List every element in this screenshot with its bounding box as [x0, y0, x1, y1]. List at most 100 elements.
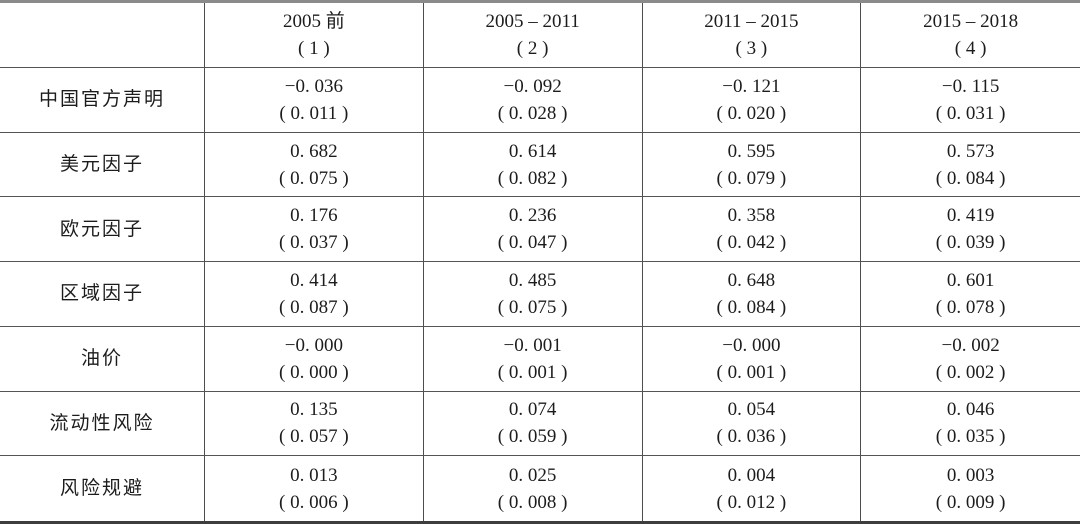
coef-value: 0. 595 — [727, 140, 776, 162]
column-header-3: 2011 – 2015 ( 3 ) — [642, 3, 862, 68]
table-cell: 0. 236 ( 0. 047 ) — [423, 197, 643, 263]
coef-value: −0. 000 — [284, 334, 343, 356]
std-error: ( 0. 001 ) — [716, 361, 787, 383]
column-header-2: 2005 – 2011 ( 2 ) — [423, 3, 643, 68]
std-error: ( 0. 035 ) — [935, 426, 1006, 448]
std-error: ( 0. 031 ) — [935, 102, 1006, 124]
coef-value: 0. 046 — [946, 399, 995, 421]
table-cell: 0. 176 ( 0. 037 ) — [205, 197, 424, 263]
std-error: ( 0. 057 ) — [279, 426, 349, 448]
table-cell: −0. 121 ( 0. 020 ) — [642, 68, 862, 133]
coef-value: −0. 001 — [503, 334, 562, 356]
table-cell: 0. 046 ( 0. 035 ) — [861, 392, 1080, 457]
table-cell: 0. 573 ( 0. 084 ) — [861, 133, 1080, 198]
row-label: 美元因子 — [0, 132, 205, 198]
table-cell: −0. 000 ( 0. 000 ) — [205, 326, 424, 392]
std-error: ( 0. 084 ) — [935, 167, 1006, 189]
coef-value: 0. 013 — [290, 464, 338, 486]
std-error: ( 0. 002 ) — [935, 361, 1006, 383]
std-error: ( 0. 059 ) — [497, 426, 568, 448]
std-error: ( 0. 001 ) — [497, 361, 568, 383]
std-error: ( 0. 078 ) — [935, 296, 1006, 318]
coef-value: 0. 074 — [508, 399, 557, 421]
column-number: ( 1 ) — [298, 38, 330, 59]
coef-value: 0. 414 — [290, 269, 338, 291]
std-error: ( 0. 087 ) — [279, 296, 349, 318]
coef-value: 0. 054 — [727, 399, 776, 421]
table-cell: 0. 135 ( 0. 057 ) — [205, 391, 424, 457]
coef-value: −0. 121 — [722, 75, 781, 97]
column-header-1: 2005 前 ( 1 ) — [205, 3, 424, 68]
coef-value: −0. 036 — [284, 75, 343, 97]
row-label: 区域因子 — [0, 262, 205, 327]
coef-value: 0. 236 — [508, 205, 557, 227]
column-period: 2015 – 2018 — [923, 11, 1019, 32]
table-cell: 0. 025 ( 0. 008 ) — [424, 456, 643, 521]
column-header-4: 2015 – 2018 ( 4 ) — [861, 3, 1080, 68]
coef-value: −0. 092 — [503, 75, 562, 97]
coef-value: 0. 135 — [290, 399, 338, 421]
column-number: ( 3 ) — [735, 38, 768, 59]
table-cell: 0. 595 ( 0. 079 ) — [642, 132, 862, 198]
coef-value: 0. 573 — [946, 140, 995, 162]
std-error: ( 0. 020 ) — [716, 102, 787, 124]
std-error: ( 0. 079 ) — [716, 167, 787, 189]
column-number: ( 4 ) — [954, 38, 987, 59]
std-error: ( 0. 009 ) — [935, 491, 1006, 513]
std-error: ( 0. 039 ) — [935, 232, 1006, 254]
row-label: 流动性风险 — [0, 391, 205, 457]
column-period: 2011 – 2015 — [704, 11, 799, 32]
table-cell: 0. 485 ( 0. 075 ) — [423, 262, 643, 327]
table-cell: 0. 013 ( 0. 006 ) — [205, 456, 424, 521]
header-empty-cell — [0, 3, 205, 68]
table-cell: −0. 092 ( 0. 028 ) — [423, 68, 643, 133]
table-cell: 0. 614 ( 0. 082 ) — [423, 132, 643, 198]
coef-value: −0. 002 — [941, 334, 1000, 356]
std-error: ( 0. 000 ) — [279, 361, 349, 383]
table-cell: 0. 601 ( 0. 078 ) — [861, 262, 1080, 327]
coef-value: 0. 601 — [946, 269, 995, 291]
coef-value: 0. 648 — [727, 269, 776, 291]
std-error: ( 0. 042 ) — [716, 232, 787, 254]
std-error: ( 0. 082 ) — [497, 167, 568, 189]
column-period: 2005 – 2011 — [485, 11, 580, 32]
std-error: ( 0. 075 ) — [497, 296, 568, 318]
column-number: ( 2 ) — [516, 38, 549, 59]
table-cell: 0. 074 ( 0. 059 ) — [423, 391, 643, 457]
std-error: ( 0. 047 ) — [497, 232, 568, 254]
table-cell: −0. 002 ( 0. 002 ) — [861, 327, 1080, 392]
std-error: ( 0. 006 ) — [279, 491, 349, 513]
coef-value: 0. 025 — [508, 464, 557, 486]
coef-value: 0. 485 — [508, 269, 557, 291]
std-error: ( 0. 075 ) — [279, 167, 349, 189]
table-cell: 0. 419 ( 0. 039 ) — [861, 197, 1080, 263]
table-cell: −0. 000 ( 0. 001 ) — [642, 326, 862, 392]
std-error: ( 0. 036 ) — [716, 426, 787, 448]
coef-value: 0. 358 — [727, 205, 776, 227]
column-period: 2005 前 — [282, 11, 345, 32]
std-error: ( 0. 008 ) — [497, 491, 568, 513]
std-error: ( 0. 012 ) — [716, 491, 787, 513]
coef-value: 0. 614 — [508, 140, 557, 162]
row-label: 中国官方声明 — [0, 68, 205, 133]
table-cell: 0. 358 ( 0. 042 ) — [642, 197, 862, 263]
std-error: ( 0. 084 ) — [716, 296, 787, 318]
coef-value: −0. 115 — [941, 75, 1000, 97]
table-cell: 0. 682 ( 0. 075 ) — [205, 132, 424, 198]
table-cell: 0. 003 ( 0. 009 ) — [861, 456, 1080, 521]
table-cell: 0. 004 ( 0. 012 ) — [643, 456, 862, 521]
table-cell: −0. 001 ( 0. 001 ) — [423, 326, 643, 392]
std-error: ( 0. 011 ) — [279, 102, 349, 124]
table-cell: 0. 054 ( 0. 036 ) — [642, 391, 862, 457]
table-cell: −0. 115 ( 0. 031 ) — [861, 68, 1080, 133]
std-error: ( 0. 037 ) — [279, 232, 349, 254]
table-cell: −0. 036 ( 0. 011 ) — [205, 68, 424, 133]
coef-value: 0. 176 — [290, 205, 338, 227]
table-cell: 0. 648 ( 0. 084 ) — [642, 262, 862, 327]
coef-value: −0. 000 — [722, 334, 781, 356]
row-label: 风险规避 — [0, 456, 205, 521]
table-cell: 0. 414 ( 0. 087 ) — [205, 262, 424, 327]
coef-value: 0. 003 — [946, 464, 995, 486]
coef-value: 0. 682 — [290, 140, 338, 162]
